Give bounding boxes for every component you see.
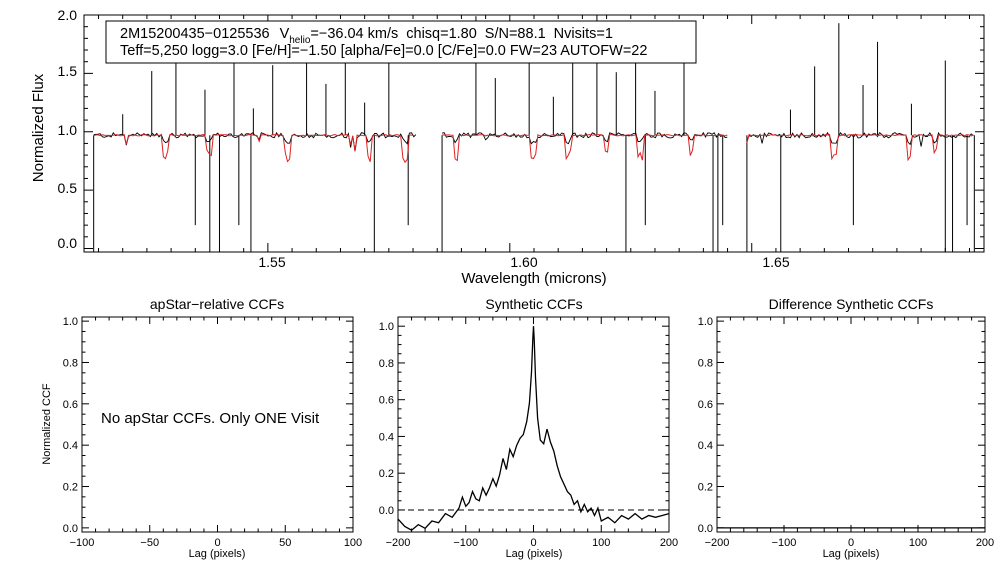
- synthetic-ccf-panel: −200 −100 0 100 200 0.0 0.2 0.4 0.6 0.8 1.0 Synthe…: [379, 296, 678, 560]
- spectrum-model-segment: [442, 133, 728, 162]
- spectrum-ytick-label: 0.5: [58, 180, 78, 196]
- ytick-label: 0.2: [698, 482, 713, 494]
- vhelio-subscript: helio: [289, 35, 311, 46]
- spectrum-observed-segment: [746, 131, 974, 147]
- xtick-label: 50: [279, 537, 291, 549]
- ytick-label: 0.0: [698, 523, 713, 535]
- ytick-label: 0.8: [379, 358, 394, 370]
- ytick-label: 0.4: [698, 440, 713, 452]
- sn-value: S/N=88.1: [485, 26, 546, 42]
- synthetic-ccf-frame: [397, 316, 670, 533]
- spectrum-model-segment: [93, 133, 416, 164]
- ytick-label: 1.0: [379, 321, 394, 333]
- spectrum-observed-segment: [441, 131, 728, 145]
- xtick-label: 200: [976, 537, 994, 549]
- apstar-ccf-ticks: −100 −50 0 50 100 0.0 0.2 0.4 0.6 0.8 1.0: [63, 316, 362, 549]
- info-line-2: Teff=5,250 logg=3.0 [Fe/H]=−1.50 [alpha/…: [120, 43, 647, 59]
- difference-ccf-panel: −200 −100 0 100 200 0.0 0.2 0.4 0.6 0.8 1.0 Differ…: [698, 296, 994, 560]
- spectrum-xtick-label: 1.65: [762, 254, 789, 270]
- ytick-label: 1.0: [698, 316, 713, 328]
- spectrum-ytick-label: 2.0: [58, 7, 78, 23]
- apstar-ccf-xlabel: Lag (pixels): [189, 548, 246, 560]
- spectrum-model-line: [93, 133, 974, 164]
- spectrum-model-segment: [746, 133, 974, 162]
- ytick-label: 0.6: [698, 399, 713, 411]
- star-id: 2M15200435−0125536: [120, 26, 270, 42]
- info-line-1: 2M15200435−0125536 Vhelio=−36.04 km/s chis…: [120, 26, 613, 46]
- ytick-label: 0.6: [379, 395, 394, 407]
- xtick-label: 100: [592, 537, 610, 549]
- xtick-label: −100: [453, 537, 478, 549]
- xtick-label: −100: [772, 537, 797, 549]
- xtick-label: −200: [386, 537, 411, 549]
- ytick-label: 0.8: [63, 357, 78, 369]
- xtick-label: −200: [705, 537, 730, 549]
- ytick-label: 0.2: [63, 482, 78, 494]
- xtick-label: 200: [660, 537, 678, 549]
- ytick-label: 0.8: [698, 357, 713, 369]
- ytick-label: 0.2: [379, 468, 394, 480]
- apstar-ccf-ylabel: Normalized CCF: [41, 383, 53, 465]
- xtick-label: −100: [70, 537, 95, 549]
- difference-ccf-frame: [716, 316, 986, 533]
- difference-ccf-xlabel: Lag (pixels): [823, 548, 880, 560]
- synthetic-ccf-title: Synthetic CCFs: [485, 296, 582, 312]
- synthetic-ccf-curve: [397, 326, 670, 531]
- spectrum-ylabel: Normalized Flux: [30, 73, 47, 182]
- spectrum-xlabel: Wavelength (microns): [461, 270, 606, 287]
- xtick-label: −50: [140, 537, 159, 549]
- spectrum-panel: 1.55 1.60 1.65 0.0 0.5 1.0 1.5 2.0 Wavel…: [30, 7, 985, 287]
- spectrum-xtick-label: 1.55: [258, 254, 285, 270]
- xtick-label: 0: [530, 537, 536, 549]
- no-ccf-annotation: No apStar CCFs. Only ONE Visit: [101, 410, 320, 427]
- nvisits-value: Nvisits=1: [554, 26, 613, 42]
- synthetic-ccf-xlabel: Lag (pixels): [506, 548, 563, 560]
- ytick-label: 0.0: [379, 505, 394, 517]
- difference-ccf-title: Difference Synthetic CCFs: [769, 296, 934, 312]
- vhelio-label: V: [280, 26, 290, 42]
- ytick-label: 0.4: [63, 440, 78, 452]
- spectrum-xtick-label: 1.60: [510, 254, 537, 270]
- xtick-label: 0: [214, 537, 220, 549]
- info-box: [105, 20, 697, 64]
- xtick-label: 100: [909, 537, 927, 549]
- spectrum-ytick-label: 1.0: [58, 122, 78, 138]
- difference-ccf-ticks: −200 −100 0 100 200 0.0 0.2 0.4 0.6 0.8 1.0: [698, 316, 994, 549]
- synthetic-ccf-ticks: −200 −100 0 100 200 0.0 0.2 0.4 0.6 0.8 1.0: [379, 317, 678, 549]
- spectrum-ticks: [84, 14, 984, 252]
- spectrum-ytick-label: 0.0: [58, 235, 78, 251]
- xtick-label: 0: [848, 537, 854, 549]
- spectrum-ytick-label: 1.5: [58, 63, 78, 79]
- chisq-value: chisq=1.80: [406, 26, 477, 42]
- apstar-ccf-panel: −100 −50 0 50 100 0.0 0.2 0.4 0.6 0.8 1.0 apStar−r…: [41, 296, 362, 560]
- ytick-label: 0.6: [63, 399, 78, 411]
- apstar-ccf-title: apStar−relative CCFs: [150, 296, 284, 312]
- vhelio-value: =−36.04 km/s: [310, 26, 398, 42]
- ytick-label: 0.4: [379, 431, 394, 443]
- xtick-label: 100: [344, 537, 362, 549]
- ytick-label: 0.0: [63, 523, 78, 535]
- ytick-label: 1.0: [63, 316, 78, 328]
